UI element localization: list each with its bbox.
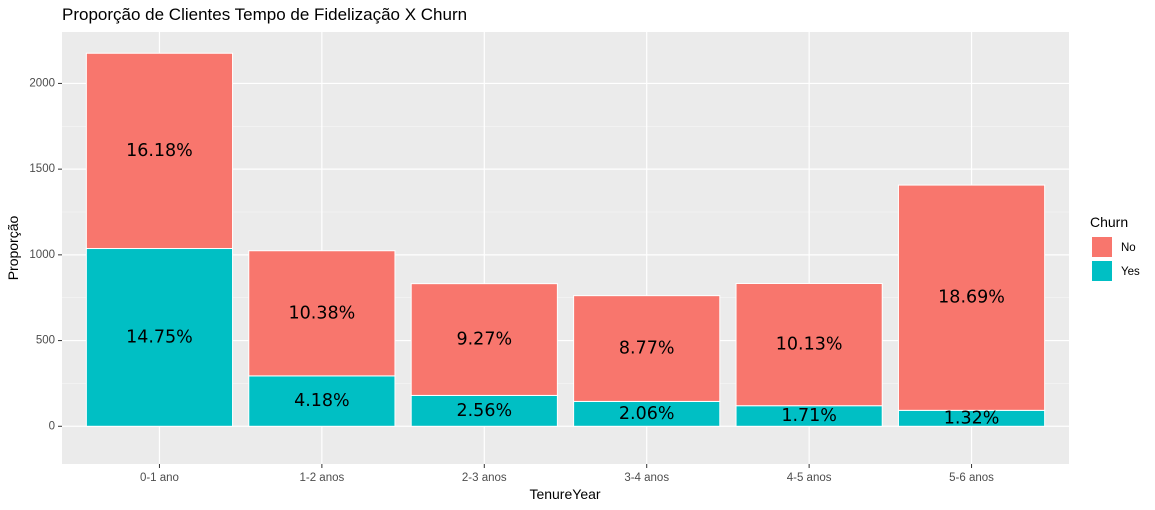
y-tick-label: 2000 xyxy=(29,77,55,89)
y-axis-title: Proporção xyxy=(5,215,21,280)
legend-label-yes: Yes xyxy=(1121,266,1140,278)
y-tick-label: 500 xyxy=(36,335,55,347)
legend-title: Churn xyxy=(1090,214,1128,230)
y-tick-label: 1500 xyxy=(29,163,55,175)
bar-label-yes: 2.06% xyxy=(619,404,675,424)
y-tick-label: 0 xyxy=(49,420,55,432)
bar-no xyxy=(573,295,721,402)
bar-no xyxy=(735,282,883,407)
x-tick-label: 5-6 anos xyxy=(949,472,994,484)
bar-no xyxy=(897,184,1046,411)
bar-no xyxy=(410,283,558,396)
bar-label-no: 16.18% xyxy=(126,141,193,161)
bar-label-no: 8.77% xyxy=(619,339,675,359)
y-axis: 0 500 1000 1500 2000 xyxy=(29,77,62,432)
bar-no xyxy=(248,250,396,377)
x-tick-label: 4-5 anos xyxy=(787,472,832,484)
bar-label-yes: 1.32% xyxy=(944,408,1000,428)
bar-label-yes: 14.75% xyxy=(126,327,193,347)
x-tick-label: 2-3 anos xyxy=(462,472,507,484)
legend-label-no: No xyxy=(1121,242,1136,254)
legend: Churn No Yes xyxy=(1090,214,1140,281)
bars xyxy=(85,52,1046,427)
legend-key-no xyxy=(1092,237,1112,257)
y-tick-label: 1000 xyxy=(29,249,55,261)
bar-no xyxy=(85,52,234,250)
bar-label-no: 10.38% xyxy=(289,303,356,323)
bar-label-yes: 2.56% xyxy=(456,401,512,421)
bar-label-no: 18.69% xyxy=(938,288,1005,308)
bar-label-no: 9.27% xyxy=(456,330,512,350)
chart-title: Proporção de Clientes Tempo de Fidelizaç… xyxy=(62,5,467,24)
x-tick-label: 1-2 anos xyxy=(299,472,344,484)
x-axis-title: TenureYear xyxy=(529,486,600,502)
bar-labels: 14.75% 16.18% 4.18% 10.38% 2.56% 9.27% 2.06% 8.… xyxy=(126,141,1005,428)
bar-label-yes: 4.18% xyxy=(294,391,350,411)
bar-yes xyxy=(573,400,721,427)
x-axis: 0-1 ano 1-2 anos 2-3 anos 3-4 anos 4-5 anos 5… xyxy=(140,464,994,484)
x-tick-label: 3-4 anos xyxy=(624,472,669,484)
bar-label-yes: 1.71% xyxy=(781,406,837,426)
legend-key-yes xyxy=(1092,261,1112,281)
bar-yes xyxy=(410,394,558,427)
bar-label-no: 10.13% xyxy=(776,335,843,355)
x-tick-label: 0-1 ano xyxy=(140,472,179,484)
